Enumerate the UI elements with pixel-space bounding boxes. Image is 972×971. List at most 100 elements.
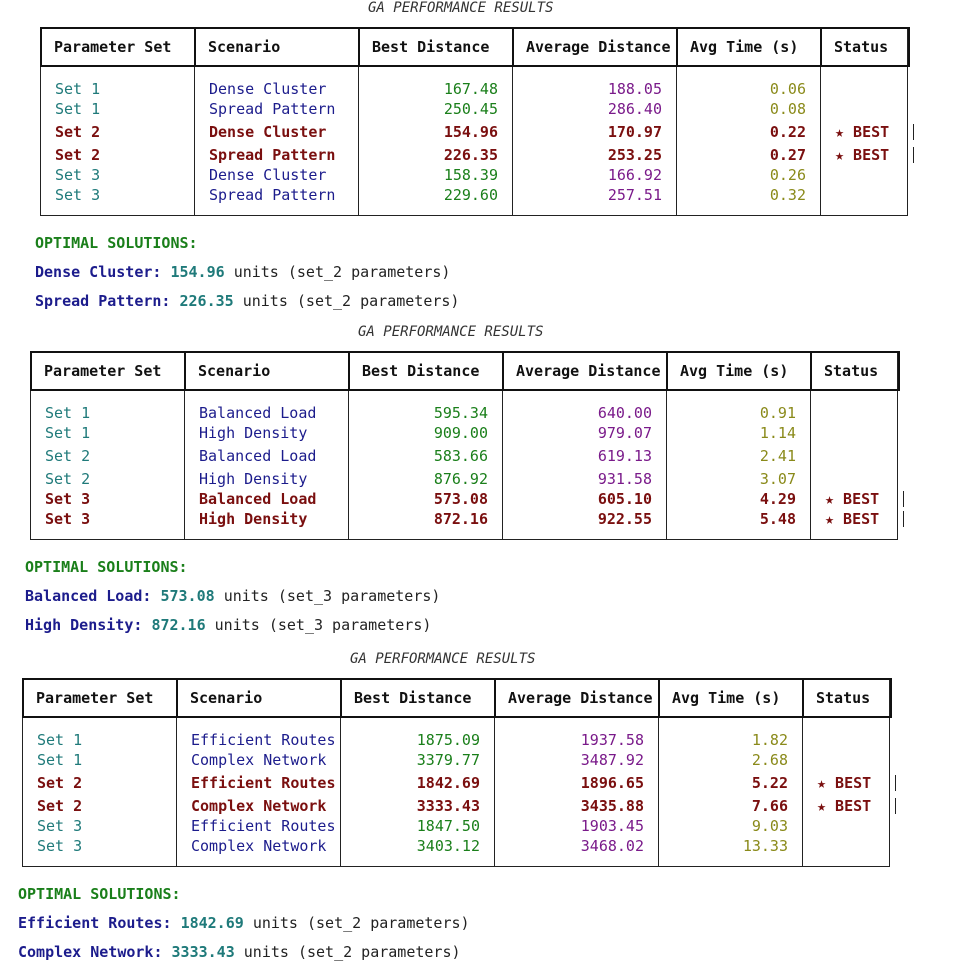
cell-set: Set 1 — [45, 404, 91, 422]
results-table: Parameter Set Scenario Best Distance Averag… — [40, 27, 914, 216]
results-table: Parameter Set Scenario Best Distance Averag… — [30, 351, 904, 540]
table-row: Set 3 Balanced Load 573.08 605.10 4.29 ★ BEST — [31, 489, 904, 509]
table-row: Set 3 Dense Cluster 158.39 166.92 0.26 — [41, 165, 909, 185]
cell-set: Set 3 — [37, 837, 83, 855]
cell-best: 872.16 — [433, 510, 488, 528]
column-divider — [494, 679, 495, 866]
cell-time: 9.03 — [751, 817, 788, 835]
results-section: GA PERFORMANCE RESULTS Parameter Set Scena… — [0, 0, 972, 320]
cell-scenario: Efficient Routes — [191, 774, 336, 792]
cell-best: 3403.12 — [416, 837, 480, 855]
table-row: Set 2 Spread Pattern 226.35 253.25 0.27 ★ BES… — [41, 145, 914, 165]
table-row: Set 1 Spread Pattern 250.45 286.40 0.08 — [41, 99, 909, 119]
table-caption: GA PERFORMANCE RESULTS — [350, 651, 536, 667]
optimal-scenario-label: Spread Pattern: — [35, 292, 171, 310]
column-header: Best Distance — [372, 38, 490, 56]
table-row: Set 2 Balanced Load 583.66 619.13 2.41 — [31, 446, 899, 466]
cell-best: 1842.69 — [416, 774, 480, 792]
cell-avg: 3468.02 — [580, 837, 644, 855]
column-header: Parameter Set — [36, 689, 154, 707]
cell-time: 7.66 — [751, 797, 788, 815]
column-header: Best Distance — [354, 689, 472, 707]
cell-status: ★ BEST — [817, 774, 872, 792]
cell-set: Set 1 — [45, 424, 91, 442]
column-header: Scenario — [208, 38, 281, 56]
optimal-distance-value: 1842.69 — [180, 914, 244, 932]
column-divider — [176, 679, 177, 866]
cell-time: 4.29 — [759, 490, 796, 508]
cell-status: ★ BEST — [817, 797, 872, 815]
optimal-scenario-label: Dense Cluster: — [35, 263, 162, 281]
cell-avg: 931.58 — [597, 470, 652, 488]
table-header: Parameter Set Scenario Best Distance Averag… — [30, 351, 900, 391]
table-row: Set 3 Complex Network 3403.12 3468.02 13.33 — [23, 836, 891, 856]
row-end-marker — [895, 775, 896, 791]
table-caption: GA PERFORMANCE RESULTS — [358, 324, 544, 340]
optimal-solution-line: Complex Network: 3333.43 units (set_2 pa… — [18, 943, 461, 961]
cell-set: Set 3 — [55, 166, 101, 184]
header-divider — [176, 680, 178, 716]
optimal-parameters-note: units (set_2 parameters) — [252, 914, 470, 932]
table-row: Set 3 Spread Pattern 229.60 257.51 0.32 — [41, 185, 909, 205]
optimal-solution-line: Dense Cluster: 154.96 units (set_2 param… — [35, 263, 450, 281]
cell-time: 0.08 — [769, 100, 806, 118]
table-row: Set 1 Balanced Load 595.34 640.00 0.91 — [31, 403, 899, 423]
header-divider — [512, 29, 514, 65]
cell-avg: 3487.92 — [580, 751, 644, 769]
cell-best: 876.92 — [433, 470, 488, 488]
cell-avg: 922.55 — [597, 510, 652, 528]
cell-set: Set 1 — [37, 731, 83, 749]
column-header: Avg Time (s) — [672, 689, 781, 707]
cell-scenario: Efficient Routes — [191, 731, 336, 749]
cell-best: 3379.77 — [416, 751, 480, 769]
optimal-parameters-note: units (set_2 parameters) — [233, 263, 451, 281]
optimal-solutions-title: OPTIMAL SOLUTIONS: — [18, 885, 181, 903]
header-divider — [658, 680, 660, 716]
cell-avg: 286.40 — [607, 100, 662, 118]
column-divider — [358, 28, 359, 215]
optimal-solution-line: Spread Pattern: 226.35 units (set_2 para… — [35, 292, 459, 310]
optimal-scenario-label: Efficient Routes: — [18, 914, 172, 932]
cell-set: Set 3 — [37, 817, 83, 835]
cell-time: 5.22 — [751, 774, 788, 792]
cell-avg: 605.10 — [597, 490, 652, 508]
table-caption: GA PERFORMANCE RESULTS — [368, 0, 554, 16]
cell-status: ★ BEST — [835, 146, 890, 164]
cell-scenario: High Density — [199, 424, 308, 442]
row-end-marker — [913, 147, 914, 163]
optimal-parameters-note: units (set_2 parameters) — [243, 943, 461, 961]
cell-set: Set 2 — [37, 774, 83, 792]
cell-set: Set 2 — [37, 797, 83, 815]
cell-best: 909.00 — [433, 424, 488, 442]
cell-avg: 188.05 — [607, 80, 662, 98]
header-divider — [194, 29, 196, 65]
header-divider — [502, 353, 504, 389]
table-row: Set 3 Efficient Routes 1847.50 1903.45 9.03 — [23, 816, 891, 836]
cell-scenario: Dense Cluster — [209, 80, 327, 98]
column-divider — [502, 352, 503, 539]
header-divider — [666, 353, 668, 389]
cell-scenario: High Density — [199, 510, 308, 528]
column-header: Status — [816, 689, 871, 707]
header-divider — [810, 353, 812, 389]
cell-best: 583.66 — [433, 447, 488, 465]
cell-best: 167.48 — [443, 80, 498, 98]
cell-best: 229.60 — [443, 186, 498, 204]
cell-set: Set 2 — [45, 470, 91, 488]
column-divider — [676, 28, 677, 215]
cell-avg: 640.00 — [597, 404, 652, 422]
cell-set: Set 2 — [45, 447, 91, 465]
optimal-scenario-label: High Density: — [25, 616, 143, 634]
cell-scenario: Spread Pattern — [209, 146, 336, 164]
cell-scenario: Efficient Routes — [191, 817, 336, 835]
cell-set: Set 1 — [37, 751, 83, 769]
cell-best: 226.35 — [443, 146, 498, 164]
column-header: Scenario — [190, 689, 263, 707]
cell-time: 0.27 — [769, 146, 806, 164]
header-divider — [676, 29, 678, 65]
cell-best: 154.96 — [443, 123, 498, 141]
cell-time: 2.41 — [759, 447, 796, 465]
optimal-distance-value: 3333.43 — [171, 943, 235, 961]
cell-best: 3333.43 — [416, 797, 480, 815]
column-header: Parameter Set — [44, 362, 162, 380]
